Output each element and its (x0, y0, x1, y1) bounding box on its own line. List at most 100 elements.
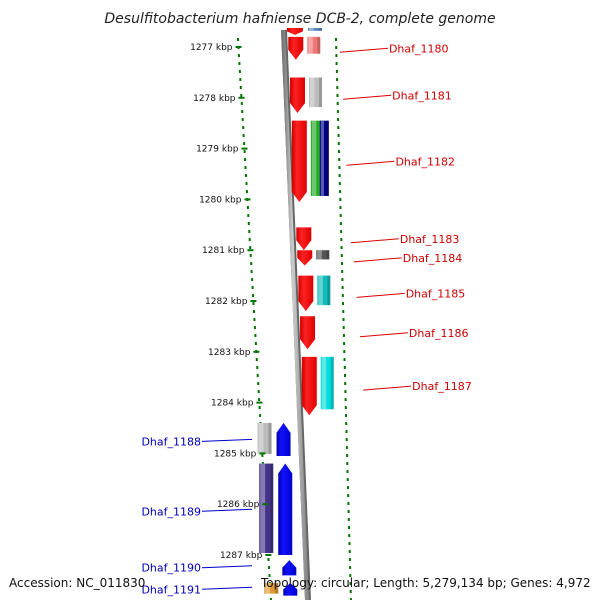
right-guide-dot (344, 398, 347, 401)
left-guide-dot (243, 142, 246, 145)
left-guide-dot (246, 206, 249, 209)
right-guide-dot (342, 310, 345, 313)
right-guide-dot (338, 174, 341, 177)
right-guide-dot (342, 334, 345, 337)
left-guide-dot (242, 126, 245, 129)
partial-gene-strip-body (307, 28, 322, 31)
left-guide-dot (244, 166, 247, 169)
left-guide-dot (256, 374, 259, 377)
forward-gene-strip-2-body (319, 120, 329, 196)
forward-gene-strip (317, 275, 331, 306)
left-guide-dot (240, 94, 243, 97)
left-guide-dot (258, 406, 261, 409)
forward-gene-arrow (291, 120, 307, 202)
left-guide-dot (243, 150, 246, 153)
left-guide-dot (267, 558, 270, 561)
reverse-gene-strip-highlight (260, 463, 266, 553)
left-guide-dot (268, 574, 271, 577)
forward-gene-leader (350, 238, 399, 244)
right-guide-dot (344, 406, 347, 409)
forward-gene-strip-highlight (317, 250, 322, 260)
tick-mark (235, 46, 242, 48)
right-guide-dot (348, 542, 351, 545)
reverse-gene-strip-highlight (258, 422, 264, 454)
reverse-gene-strip-highlight (265, 582, 271, 594)
right-guide-dot (346, 470, 349, 473)
forward-gene-strip (307, 36, 321, 54)
left-guide-dot (244, 158, 246, 161)
left-guide-dot (257, 382, 260, 385)
forward-gene-strip-body (316, 250, 330, 260)
forward-gene-strip-highlight (308, 36, 313, 54)
right-guide-dot (344, 390, 347, 393)
right-guide-dot (336, 86, 339, 89)
forward-gene-strip (316, 250, 330, 260)
right-guide-dot (345, 414, 347, 417)
right-guide-dot (339, 214, 342, 217)
tick-mark (265, 554, 272, 556)
left-guide-dot (249, 246, 252, 249)
forward-gene-strip-shade (318, 77, 322, 108)
gene-label-layer: Dhaf_1180 Dhaf_1181 Dhaf_1182 Dhaf_1183 Dhaf… (141, 42, 471, 596)
left-guide-dot (251, 286, 254, 289)
right-guide-dot (342, 302, 344, 305)
tick-label: 1277 kbp (190, 43, 233, 53)
left-guide-dot (257, 390, 260, 393)
right-guide-dot (345, 438, 348, 441)
forward-gene-label: Dhaf_1182 (395, 155, 455, 168)
forward-gene-strip-body (320, 356, 334, 410)
partial-gene-strip-highlight (308, 28, 314, 31)
right-guide-dot (335, 70, 338, 73)
forward-gene-label: Dhaf_1183 (400, 233, 460, 246)
right-guide-dot (349, 566, 352, 569)
left-guide-dot (261, 454, 264, 457)
left-guide-dot (248, 230, 251, 233)
forward-gene-strip-shade (330, 356, 334, 410)
right-guide-dot (340, 254, 343, 257)
right-guide-dot (340, 238, 343, 241)
reverse-gene-label: Dhaf_1190 (141, 562, 201, 575)
forward-gene-arrow (298, 275, 314, 312)
left-guide-dot (251, 278, 254, 281)
forward-gene-leader (339, 47, 388, 53)
reverse-gene-arrow (276, 422, 291, 456)
right-guide-dot (348, 534, 351, 537)
right-guide-dot (335, 38, 337, 41)
forward-gene-arrow (296, 227, 312, 251)
right-guide-dot (342, 326, 345, 329)
forward-gene-strip (308, 77, 322, 108)
left-guide-dot (254, 342, 257, 345)
left-guide-dot (253, 326, 256, 329)
left-guide-dot (240, 102, 243, 105)
right-guide-dot (338, 150, 340, 153)
forward-gene-strip-highlight (309, 77, 315, 108)
left-guide-dot (245, 190, 248, 193)
left-guide-dot (242, 134, 245, 137)
tick-label: 1282 kbp (205, 297, 248, 307)
left-guide-dot (247, 222, 250, 225)
forward-gene-arrow (301, 356, 317, 416)
left-guide-dot (241, 118, 244, 121)
right-guide-dot (344, 374, 346, 377)
right-guide-dot (337, 126, 340, 129)
forward-gene-label: Dhaf_1180 (389, 42, 449, 55)
right-guide-dot (349, 598, 352, 600)
tick-label: 1285 kbp (214, 449, 257, 459)
left-guide-dot (252, 294, 254, 297)
reverse-gene-strip (264, 582, 279, 594)
reverse-gene-strip-body (259, 463, 274, 553)
forward-gene-label: Dhaf_1181 (392, 89, 452, 102)
right-guide-dot (343, 342, 346, 345)
right-guide-dot (343, 358, 346, 361)
right-guide-dot (337, 142, 340, 145)
forward-gene-strip-shade (317, 36, 321, 54)
left-guide-dot (239, 86, 242, 89)
left-guide-dot (247, 214, 250, 217)
left-guide-dot (253, 310, 255, 313)
forward-gene-label: Dhaf_1187 (412, 380, 472, 393)
right-guide-dot (338, 182, 341, 185)
reverse-gene-arrow (278, 463, 293, 555)
left-guide-dot (249, 254, 252, 257)
left-guide-dot (259, 414, 262, 417)
forward-gene-label: Dhaf_1185 (406, 287, 466, 300)
